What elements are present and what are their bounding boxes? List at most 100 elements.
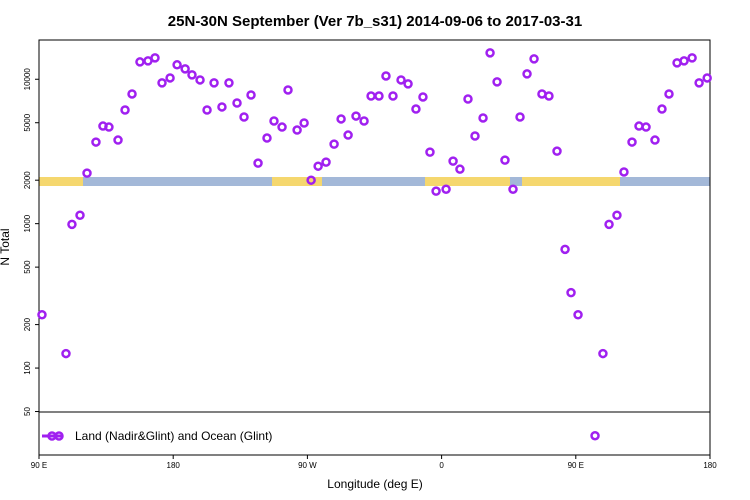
point [431, 186, 441, 196]
point [448, 156, 458, 166]
point [321, 157, 331, 167]
point [641, 122, 651, 132]
y-tick-label: 200 [23, 317, 32, 331]
land-band [39, 177, 83, 186]
point [113, 135, 123, 145]
point [202, 105, 212, 115]
point [82, 168, 92, 178]
chart-title: 25N-30N September (Ver 7b_s31) 2014-09-0… [168, 13, 582, 30]
legend-label: Land (Nadir&Glint) and Ocean (Glint) [75, 429, 272, 443]
point [180, 64, 190, 74]
point [329, 139, 339, 149]
y-tick-label: 10000 [23, 68, 32, 91]
point [187, 70, 197, 80]
point [135, 57, 145, 67]
point [61, 348, 71, 359]
point [425, 147, 435, 157]
point [150, 53, 160, 63]
ocean-band [39, 177, 710, 186]
point [262, 133, 272, 143]
point [165, 73, 175, 83]
point [702, 73, 712, 83]
land-band [425, 177, 510, 186]
point [522, 69, 532, 79]
point [411, 104, 421, 114]
point [573, 309, 583, 320]
point [604, 219, 614, 230]
point [485, 48, 495, 58]
x-tick-label: 180 [167, 461, 181, 470]
point [157, 78, 167, 88]
x-tick-label: 90 E [568, 461, 584, 470]
point [418, 92, 428, 102]
point [544, 91, 554, 101]
land-ocean-band [39, 177, 710, 186]
point [127, 89, 137, 99]
point [292, 125, 302, 135]
point [246, 90, 256, 100]
point [478, 113, 488, 123]
x-tick-label: 90 W [298, 461, 317, 470]
legend-marker [54, 431, 64, 441]
land-band [272, 177, 322, 186]
point [217, 102, 227, 112]
point [560, 244, 570, 255]
point [232, 98, 242, 108]
y-tick-label: 2000 [23, 171, 32, 189]
point [694, 78, 704, 88]
point [224, 78, 234, 88]
x-tick-label: 90 E [31, 461, 47, 470]
plot-frame [38, 39, 711, 456]
point [455, 164, 465, 174]
point [67, 219, 77, 230]
point [306, 175, 316, 185]
point [120, 105, 130, 115]
point [664, 89, 674, 99]
point [388, 91, 398, 101]
x-tick-label: 180 [703, 461, 717, 470]
y-tick-label: 500 [23, 260, 32, 274]
x-axis-label: Longitude (deg E) [327, 477, 422, 491]
point [529, 54, 539, 64]
point [515, 112, 525, 122]
point [75, 210, 85, 221]
point [492, 77, 502, 87]
point [195, 75, 205, 85]
point [299, 118, 309, 128]
point [566, 287, 576, 298]
point [396, 75, 406, 85]
land-band [522, 177, 620, 186]
point [463, 94, 473, 104]
point [209, 78, 219, 88]
point [612, 210, 622, 221]
point [374, 91, 384, 101]
y-tick-label: 1000 [23, 214, 32, 232]
point [552, 146, 562, 156]
point [687, 53, 697, 63]
point [441, 184, 451, 194]
point [470, 131, 480, 141]
point [343, 130, 353, 140]
legend: Land (Nadir&Glint) and Ocean (Glint) [42, 429, 272, 443]
y-axis-label: N Total [0, 228, 12, 265]
point [508, 184, 518, 194]
point [277, 122, 287, 132]
point [313, 161, 323, 171]
y-tick-label: 5000 [23, 113, 32, 131]
point [104, 122, 114, 132]
x-tick-label: 0 [439, 461, 444, 470]
point [351, 111, 361, 121]
point [37, 309, 47, 320]
point [590, 430, 600, 441]
point [283, 85, 293, 95]
point [650, 135, 660, 145]
point [366, 91, 376, 101]
y-tick-label: 100 [23, 361, 32, 375]
point [253, 158, 263, 168]
point [657, 104, 667, 114]
point [91, 137, 101, 147]
point [359, 116, 369, 126]
point [269, 116, 279, 126]
point [403, 79, 413, 89]
point [500, 155, 510, 165]
